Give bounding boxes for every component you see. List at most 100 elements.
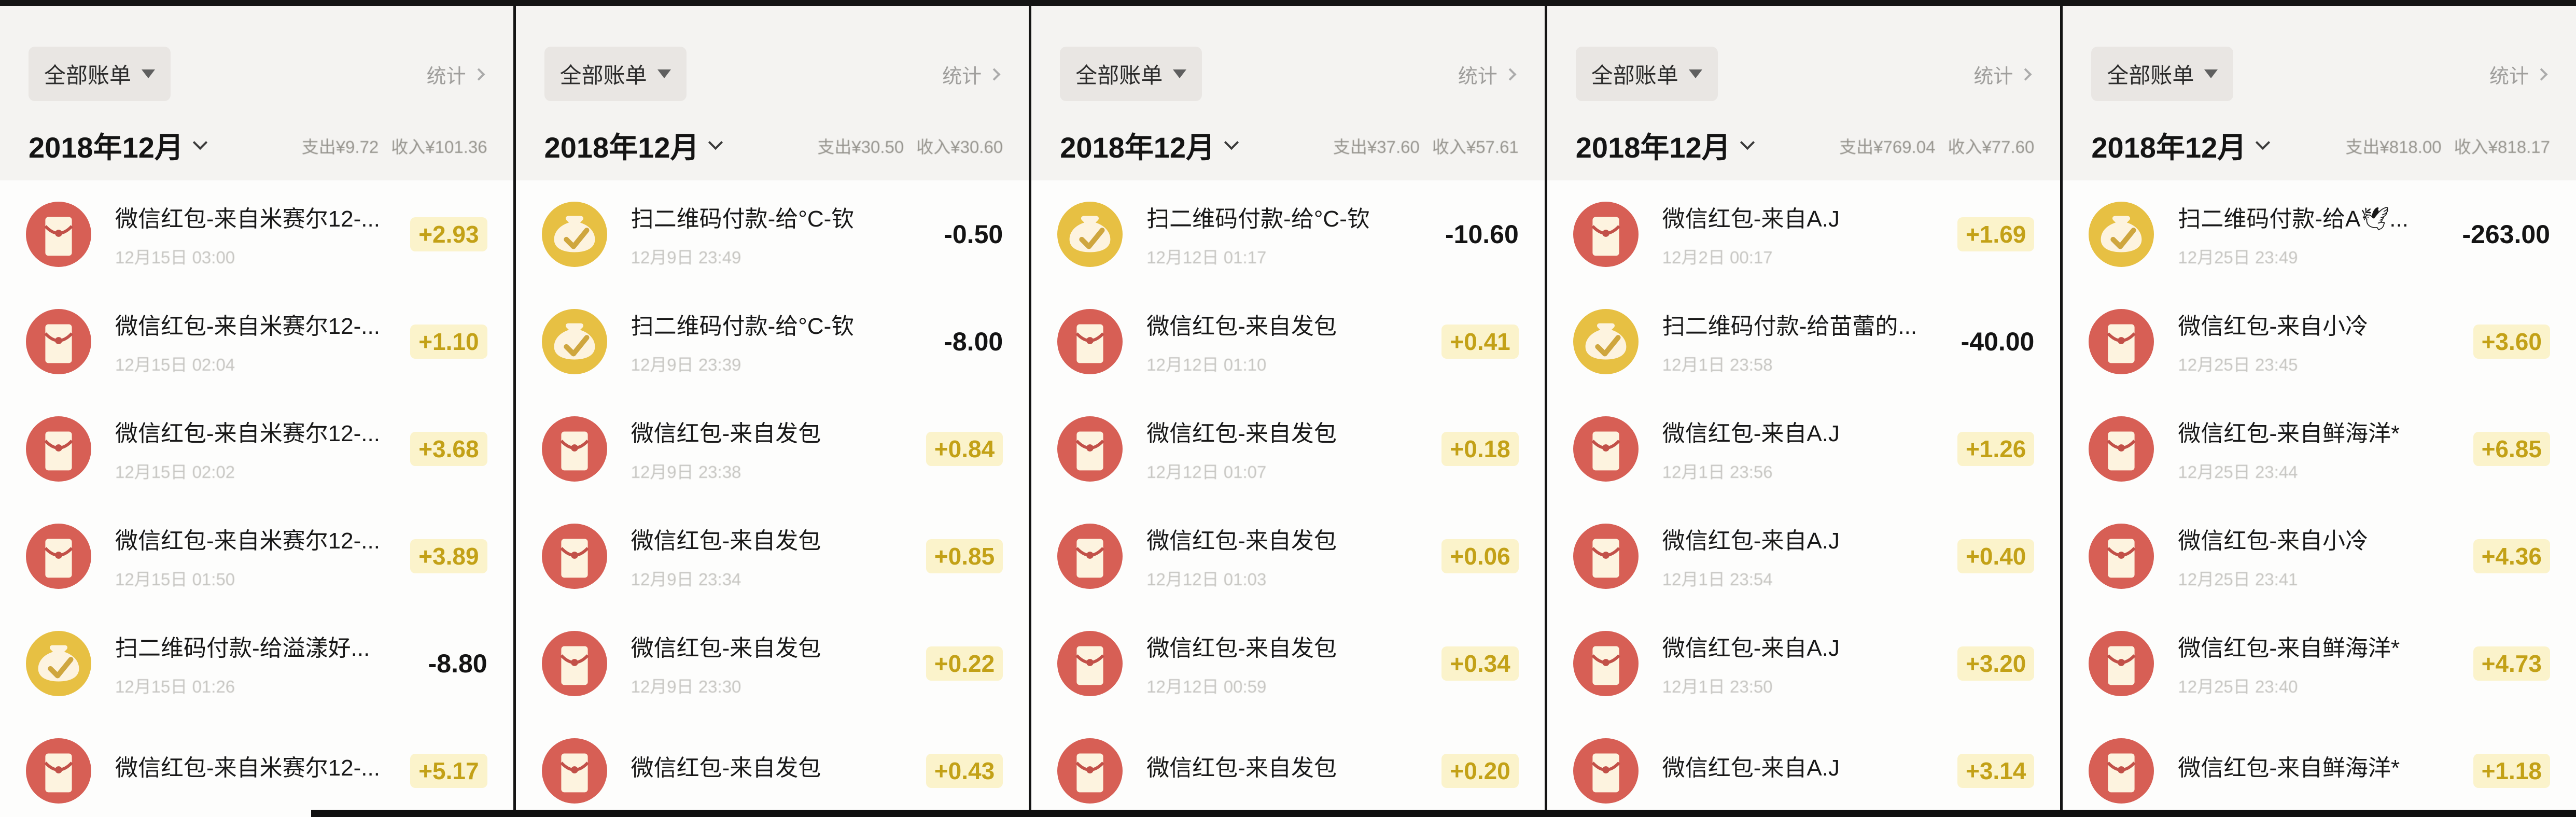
red-envelope-icon — [26, 416, 91, 482]
expense-summary: 支出¥769.04 — [1839, 137, 1936, 157]
txn-title: 微信红包-来自A.J — [1662, 206, 1840, 232]
statistics-label: 统计 — [1458, 66, 1497, 88]
month-summary: 支出¥37.60 收入¥57.61 — [1333, 133, 1519, 158]
txn-title: 微信红包-来自米赛尔12-... — [115, 206, 380, 232]
account-filter-dropdown[interactable]: 全部账单 — [1575, 47, 1718, 101]
transaction-row[interactable]: 微信红包-来自发包 12月12日 01:10 +0.41 — [1031, 288, 1545, 395]
transaction-row[interactable]: 微信红包-来自A.J +3.14 — [1547, 717, 2061, 817]
bill-panel: 全部账单 统计 2018年12月 支出¥9.72 收入¥101.36 — [0, 6, 513, 817]
txn-main: 微信红包-来自米赛尔12-... — [115, 749, 399, 793]
statistics-link[interactable]: 统计 — [426, 60, 485, 89]
txn-amount: +0.18 — [1441, 431, 1519, 466]
account-filter-dropdown[interactable]: 全部账单 — [2091, 47, 2234, 101]
bill-panel: 全部账单 统计 2018年12月 支出¥818.00 收入¥818.17 — [2063, 6, 2576, 817]
transaction-row[interactable]: 微信红包-来自A.J 12月2日 00:17 +1.69 — [1547, 180, 2061, 288]
red-envelope-icon — [26, 308, 91, 374]
account-filter-label: 全部账单 — [2107, 63, 2194, 88]
txn-date: 12月15日 03:00 — [115, 247, 235, 267]
month-selector[interactable]: 2018年12月 — [1060, 124, 1239, 166]
txn-date: 12月12日 01:17 — [1146, 247, 1267, 267]
transaction-row[interactable]: 微信红包-来自发包 12月9日 23:34 +0.85 — [515, 502, 1029, 610]
txn-main: 微信红包-来自米赛尔12-... 12月15日 03:00 — [115, 200, 399, 269]
transaction-row[interactable]: 微信红包-来自A.J 12月1日 23:56 +1.26 — [1547, 395, 2061, 502]
month-selector[interactable]: 2018年12月 — [1576, 124, 1755, 166]
transaction-row[interactable]: 微信红包-来自小冷 12月25日 23:45 +3.60 — [2063, 288, 2576, 395]
account-filter-label: 全部账单 — [1075, 63, 1163, 88]
transaction-row[interactable]: 微信红包-来自发包 12月12日 00:59 +0.34 — [1031, 610, 1545, 717]
txn-title: 微信红包-来自鲜海洋* — [2178, 420, 2400, 446]
statistics-link[interactable]: 统计 — [942, 60, 1001, 89]
txn-main: 微信红包-来自发包 — [1146, 749, 1430, 793]
transaction-row[interactable]: 微信红包-来自米赛尔12-... 12月15日 01:50 +3.89 — [0, 502, 513, 610]
account-filter-dropdown[interactable]: 全部账单 — [29, 47, 171, 101]
account-filter-dropdown[interactable]: 全部账单 — [1060, 47, 1202, 101]
transaction-row[interactable]: 微信红包-来自米赛尔12-... +5.17 — [0, 717, 513, 817]
transaction-row[interactable]: 微信红包-来自米赛尔12-... 12月15日 02:02 +3.68 — [0, 395, 513, 502]
account-filter-label: 全部账单 — [559, 63, 647, 88]
transaction-row[interactable]: 微信红包-来自鲜海洋* +1.18 — [2063, 717, 2576, 817]
transaction-row[interactable]: 微信红包-来自发包 12月12日 01:07 +0.18 — [1031, 395, 1545, 502]
transaction-row[interactable]: 微信红包-来自发包 +0.43 — [515, 717, 1029, 817]
transaction-row[interactable]: 微信红包-来自发包 12月9日 23:30 +0.22 — [515, 610, 1029, 717]
transaction-row[interactable]: 微信红包-来自发包 +0.20 — [1031, 717, 1545, 817]
transaction-row[interactable]: 微信红包-来自发包 12月9日 23:38 +0.84 — [515, 395, 1029, 502]
transaction-row[interactable]: 微信红包-来自米赛尔12-... 12月15日 03:00 +2.93 — [0, 180, 513, 288]
statistics-label: 统计 — [1973, 66, 2013, 88]
transaction-row[interactable]: 扫二维码付款-给A🕊... 12月25日 23:49 -263.00 — [2063, 180, 2576, 288]
account-filter-dropdown[interactable]: 全部账单 — [544, 47, 687, 101]
transaction-row[interactable]: 微信红包-来自鲜海洋* 12月25日 23:44 +6.85 — [2063, 395, 2576, 502]
txn-amount: -0.50 — [944, 219, 1003, 249]
transaction-row[interactable]: 微信红包-来自A.J 12月1日 23:50 +3.20 — [1547, 610, 2061, 717]
txn-date: 12月25日 23:40 — [2178, 677, 2298, 696]
transaction-row[interactable]: 微信红包-来自鲜海洋* 12月25日 23:40 +4.73 — [2063, 610, 2576, 717]
month-selector[interactable]: 2018年12月 — [29, 124, 208, 166]
transaction-row[interactable]: 微信红包-来自小冷 12月25日 23:41 +4.36 — [2063, 502, 2576, 610]
red-envelope-icon — [26, 523, 91, 589]
txn-amount: +0.85 — [926, 539, 1003, 573]
txn-main: 微信红包-来自鲜海洋* 12月25日 23:44 — [2178, 415, 2461, 483]
red-envelope-icon — [1057, 630, 1123, 696]
txn-amount: +3.20 — [1957, 646, 2035, 681]
red-envelope-icon — [1573, 416, 1639, 482]
transaction-row[interactable]: 微信红包-来自A.J 12月1日 23:54 +0.40 — [1547, 502, 2061, 610]
month-selector[interactable]: 2018年12月 — [544, 124, 723, 166]
red-envelope-icon — [2089, 308, 2154, 374]
txn-main: 微信红包-来自A.J 12月2日 00:17 — [1662, 200, 1946, 269]
statistics-label: 统计 — [426, 66, 466, 88]
month-summary: 支出¥30.50 收入¥30.60 — [817, 133, 1003, 158]
panel-header: 全部账单 统计 2018年12月 支出¥37.60 收入¥57.61 — [1031, 6, 1545, 180]
transaction-row[interactable]: 扫二维码付款-给溢漾好... 12月15日 01:26 -8.80 — [0, 610, 513, 717]
txn-title: 微信红包-来自发包 — [631, 528, 821, 554]
txn-main: 微信红包-来自A.J 12月1日 23:54 — [1662, 522, 1946, 590]
month-selector[interactable]: 2018年12月 — [2091, 124, 2271, 166]
chevron-right-icon — [988, 68, 1001, 81]
transaction-row[interactable]: 扫二维码付款-给苗蕾的... 12月1日 23:58 -40.00 — [1547, 288, 2061, 395]
statistics-link[interactable]: 统计 — [2489, 60, 2548, 89]
red-envelope-icon — [1573, 523, 1639, 589]
transaction-row[interactable]: 扫二维码付款-给°C-钦 12月9日 23:39 -8.00 — [515, 288, 1029, 395]
month-row: 2018年12月 支出¥37.60 收入¥57.61 — [1060, 124, 1519, 166]
txn-title: 微信红包-来自小冷 — [2178, 528, 2369, 554]
txn-amount: +0.40 — [1957, 539, 2035, 573]
statistics-link[interactable]: 统计 — [1458, 60, 1517, 89]
txn-date: 12月9日 23:49 — [631, 247, 741, 267]
transaction-list: 扫二维码付款-给A🕊... 12月25日 23:49 -263.00 微信红包-… — [2063, 180, 2576, 817]
caret-down-icon — [657, 69, 671, 78]
txn-date: 12月9日 23:39 — [631, 355, 741, 374]
transaction-row[interactable]: 微信红包-来自发包 12月12日 01:03 +0.06 — [1031, 502, 1545, 610]
statistics-link[interactable]: 统计 — [1973, 60, 2032, 89]
account-filter-label: 全部账单 — [1591, 63, 1678, 88]
red-envelope-icon — [1057, 416, 1123, 482]
txn-main: 微信红包-来自发包 12月12日 01:07 — [1146, 415, 1430, 483]
caret-down-icon — [1173, 69, 1187, 78]
txn-main: 微信红包-来自米赛尔12-... 12月15日 01:50 — [115, 522, 399, 590]
transaction-row[interactable]: 扫二维码付款-给°C-钦 12月12日 01:17 -10.60 — [1031, 180, 1545, 288]
transaction-row[interactable]: 微信红包-来自米赛尔12-... 12月15日 02:04 +1.10 — [0, 288, 513, 395]
txn-amount: +4.36 — [2473, 539, 2550, 573]
transaction-row[interactable]: 扫二维码付款-给°C-钦 12月9日 23:49 -0.50 — [515, 180, 1029, 288]
txn-date: 12月1日 23:54 — [1662, 569, 1773, 589]
month-row: 2018年12月 支出¥818.00 收入¥818.17 — [2091, 124, 2550, 166]
txn-main: 扫二维码付款-给°C-钦 12月9日 23:49 — [631, 200, 933, 269]
red-envelope-icon — [541, 738, 607, 804]
